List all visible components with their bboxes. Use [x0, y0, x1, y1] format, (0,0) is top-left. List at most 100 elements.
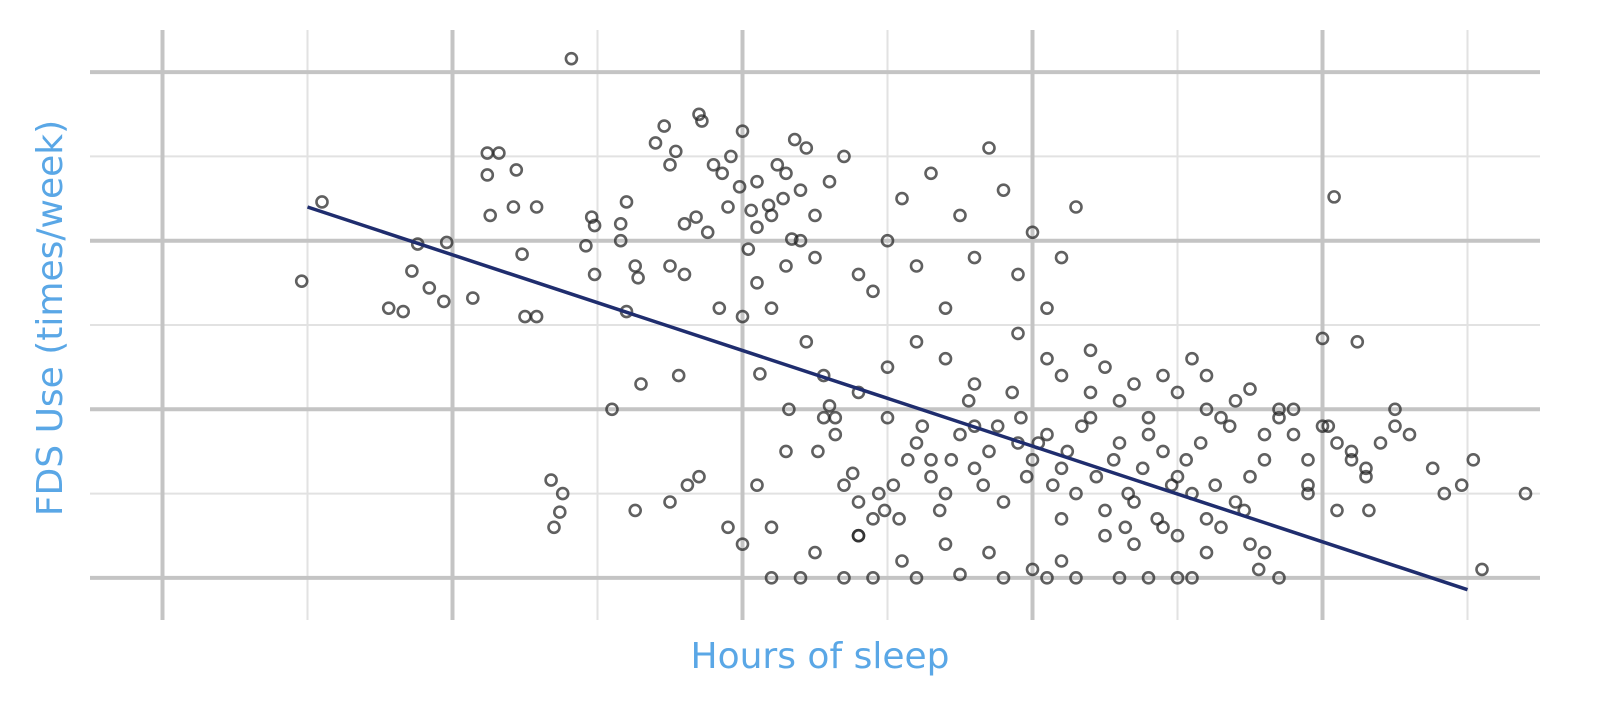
scatter-point [1156, 368, 1170, 383]
scatter-point [1272, 402, 1286, 417]
scatter-point [715, 166, 730, 181]
scatter-point [677, 217, 692, 231]
scatter-point [1362, 503, 1376, 518]
scatter-point [1127, 495, 1141, 509]
scatter-point [613, 233, 628, 248]
minor-gridlines [90, 30, 1540, 620]
scatter-point [483, 208, 498, 223]
scatter-point [1054, 554, 1069, 568]
scatter-point [924, 166, 938, 181]
scatter-point [808, 208, 822, 223]
scatter-point [518, 309, 532, 324]
scatter-point [1208, 478, 1222, 492]
scatter-point [837, 149, 851, 164]
scatter-point [866, 512, 880, 526]
scatter-point [1222, 419, 1237, 433]
scatter-point [944, 453, 959, 467]
scatter-point [529, 309, 544, 324]
scatter-point [1083, 410, 1098, 425]
scatter-point [619, 195, 634, 209]
scatter-point [1199, 402, 1214, 417]
x-axis-title: Hours of sleep [691, 636, 950, 677]
scatter-point [1054, 461, 1069, 476]
scatter-point [1272, 571, 1286, 585]
scatter-point [1025, 453, 1040, 467]
scatter-point [480, 168, 495, 182]
scatter-point [784, 232, 799, 246]
scatter-point [793, 183, 808, 197]
scatter-point [1193, 436, 1208, 450]
scatter-point [1315, 331, 1330, 346]
scatter-point [1112, 571, 1127, 585]
scatter-point [764, 520, 779, 535]
scatter-point [1228, 495, 1243, 509]
scatter-point [579, 238, 593, 253]
scatter-point [764, 571, 779, 585]
scatter-point [753, 367, 767, 381]
scatter-point [1011, 326, 1025, 341]
scatter-point [808, 250, 822, 265]
scatter-point [895, 554, 909, 568]
scatter-point [779, 444, 793, 459]
scatter-point [909, 259, 924, 273]
regression-line [306, 205, 1469, 592]
scatter-point [1425, 461, 1440, 476]
scatter-point [892, 512, 906, 526]
scatter-point [547, 520, 561, 535]
scatter-point [1251, 562, 1266, 577]
scatter-point [564, 51, 579, 66]
scatter-point [1388, 402, 1402, 417]
scatter-point [628, 503, 643, 518]
scatter-point [982, 141, 996, 155]
scatter-point [1098, 503, 1112, 518]
scatter-point [692, 469, 706, 484]
scatter-point [631, 270, 645, 285]
scatter-point [1141, 427, 1156, 442]
scatter-point [1069, 571, 1083, 585]
scatter-point [932, 503, 947, 518]
scatter-point [915, 419, 930, 433]
scatter-point [982, 545, 996, 560]
scatter-point [996, 183, 1011, 197]
scatter-point [877, 503, 892, 518]
scatter-point [799, 141, 814, 155]
scatter-point [657, 119, 672, 133]
scatter-point [587, 267, 602, 282]
scatter-point [845, 466, 860, 481]
scatter-point [822, 174, 837, 189]
scatter-point [700, 225, 715, 240]
scatter-point [886, 478, 901, 492]
scatter-point [1040, 571, 1054, 585]
scatter-point [1098, 528, 1112, 543]
scatter-point [587, 218, 602, 233]
scatter-point [822, 399, 837, 413]
scatter-point [671, 368, 686, 383]
scatter-point [735, 309, 750, 324]
scatter-point [663, 158, 677, 172]
scatter-point [1301, 478, 1315, 492]
scatter-point [584, 210, 599, 224]
scatter-point [515, 247, 529, 261]
scatter-point [1118, 520, 1133, 535]
scatter-point [1359, 469, 1373, 484]
scatter-point [1185, 351, 1199, 366]
scatter-point [953, 567, 967, 582]
scatter-point [1112, 436, 1127, 450]
scatter-point [750, 276, 764, 290]
scatter-point [529, 200, 544, 214]
scatter-point [1170, 571, 1185, 585]
scatter-point [779, 166, 793, 181]
scatter-point [1069, 200, 1083, 214]
scatter-point [1075, 419, 1089, 433]
scatter-point [996, 571, 1011, 585]
scatter-point [750, 174, 764, 189]
scatter-point [436, 294, 451, 309]
scatter-point [422, 281, 437, 295]
scatter-point [1089, 469, 1104, 484]
scatter-point [880, 410, 895, 425]
scatter-point [750, 220, 764, 235]
scatter-point [1199, 368, 1214, 383]
scatter-point [506, 200, 521, 214]
scatter-point [294, 274, 309, 288]
scatter-point [750, 478, 764, 492]
